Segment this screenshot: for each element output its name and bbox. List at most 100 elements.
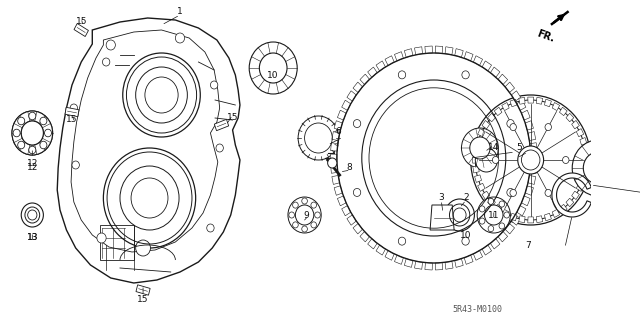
- Circle shape: [583, 152, 613, 184]
- Polygon shape: [404, 49, 413, 57]
- Text: 3: 3: [438, 194, 444, 203]
- Circle shape: [211, 81, 218, 89]
- Polygon shape: [490, 67, 500, 77]
- Polygon shape: [415, 261, 422, 269]
- Text: 10: 10: [460, 231, 472, 240]
- Circle shape: [353, 120, 361, 128]
- Circle shape: [499, 201, 504, 207]
- Polygon shape: [510, 213, 517, 221]
- Polygon shape: [337, 110, 346, 120]
- Polygon shape: [582, 166, 589, 173]
- Polygon shape: [530, 165, 537, 173]
- Polygon shape: [347, 215, 356, 225]
- Circle shape: [492, 157, 499, 164]
- Circle shape: [398, 237, 406, 245]
- Polygon shape: [473, 147, 479, 154]
- Polygon shape: [425, 263, 432, 270]
- Circle shape: [510, 123, 516, 130]
- Polygon shape: [583, 157, 589, 163]
- Polygon shape: [477, 129, 485, 137]
- Polygon shape: [545, 213, 552, 221]
- Polygon shape: [516, 100, 526, 110]
- Polygon shape: [530, 143, 537, 151]
- Polygon shape: [502, 102, 509, 111]
- Polygon shape: [347, 91, 356, 101]
- Polygon shape: [475, 137, 481, 145]
- Polygon shape: [57, 18, 240, 283]
- Circle shape: [21, 121, 44, 145]
- Circle shape: [12, 111, 52, 155]
- Polygon shape: [482, 61, 492, 71]
- Circle shape: [259, 53, 287, 83]
- Circle shape: [518, 146, 543, 174]
- Circle shape: [488, 198, 493, 204]
- Polygon shape: [360, 74, 369, 85]
- Circle shape: [398, 71, 406, 79]
- Polygon shape: [522, 196, 530, 206]
- Circle shape: [288, 197, 321, 233]
- Circle shape: [302, 198, 307, 204]
- Circle shape: [18, 117, 25, 125]
- Polygon shape: [473, 166, 479, 173]
- Polygon shape: [559, 107, 567, 115]
- Polygon shape: [572, 191, 579, 199]
- Polygon shape: [528, 217, 534, 223]
- Circle shape: [136, 240, 150, 256]
- Text: 13: 13: [26, 233, 38, 241]
- Polygon shape: [482, 245, 492, 255]
- Polygon shape: [353, 82, 362, 93]
- Polygon shape: [472, 157, 478, 163]
- Circle shape: [123, 53, 200, 137]
- Circle shape: [353, 189, 361, 197]
- Text: 7: 7: [525, 241, 531, 249]
- Circle shape: [18, 141, 25, 149]
- Polygon shape: [490, 239, 500, 249]
- Circle shape: [175, 33, 184, 43]
- Polygon shape: [519, 97, 525, 104]
- Circle shape: [545, 123, 552, 130]
- Polygon shape: [214, 119, 228, 131]
- Polygon shape: [353, 224, 362, 234]
- Polygon shape: [559, 204, 567, 213]
- Polygon shape: [394, 52, 403, 61]
- Text: 9: 9: [303, 211, 309, 219]
- Circle shape: [21, 203, 44, 227]
- Circle shape: [476, 148, 497, 172]
- Polygon shape: [482, 121, 490, 129]
- Polygon shape: [502, 210, 509, 218]
- Polygon shape: [385, 250, 394, 260]
- Text: 10: 10: [268, 70, 279, 79]
- Circle shape: [461, 128, 499, 168]
- Polygon shape: [475, 175, 481, 182]
- Polygon shape: [376, 61, 385, 71]
- Circle shape: [29, 146, 36, 154]
- Circle shape: [462, 71, 469, 79]
- Circle shape: [72, 161, 79, 169]
- Polygon shape: [525, 186, 534, 195]
- Circle shape: [216, 144, 223, 152]
- Text: 15: 15: [76, 18, 87, 26]
- Text: 15: 15: [227, 114, 238, 122]
- Circle shape: [106, 40, 115, 50]
- Polygon shape: [332, 131, 340, 141]
- Polygon shape: [74, 24, 88, 37]
- Polygon shape: [488, 198, 495, 207]
- Polygon shape: [516, 206, 526, 216]
- Polygon shape: [528, 131, 536, 141]
- Polygon shape: [464, 52, 473, 61]
- Circle shape: [477, 197, 510, 233]
- Polygon shape: [498, 74, 508, 85]
- Circle shape: [507, 189, 514, 197]
- Circle shape: [572, 140, 624, 196]
- Polygon shape: [536, 216, 543, 223]
- Polygon shape: [435, 46, 443, 53]
- Polygon shape: [331, 165, 338, 173]
- Circle shape: [479, 206, 485, 212]
- Text: 12: 12: [27, 159, 38, 167]
- Polygon shape: [510, 99, 517, 107]
- Circle shape: [298, 116, 339, 160]
- Circle shape: [545, 189, 552, 197]
- Polygon shape: [65, 107, 79, 117]
- Text: 5R43-M0100: 5R43-M0100: [452, 305, 502, 314]
- Circle shape: [315, 212, 320, 218]
